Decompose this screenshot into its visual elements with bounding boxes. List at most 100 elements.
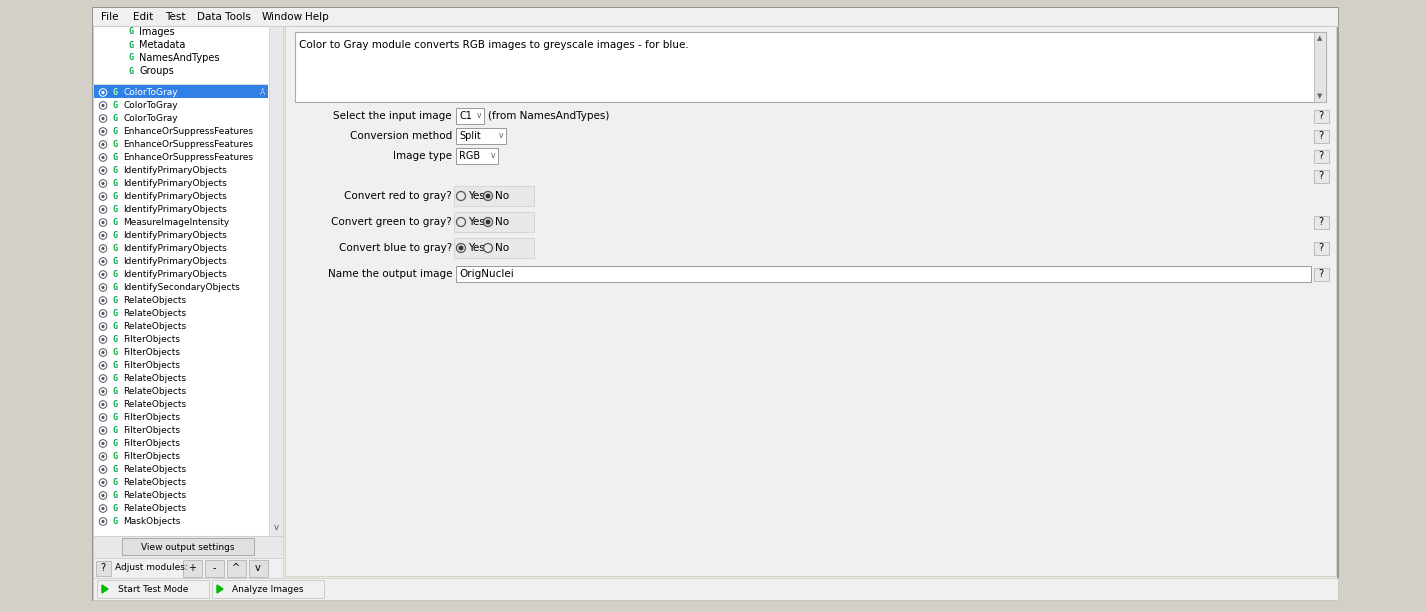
Circle shape [101,182,104,185]
Text: Edit: Edit [133,12,153,22]
Text: ▼: ▼ [1318,93,1323,99]
Bar [456,148,498,164]
Text: ?: ? [1319,217,1323,227]
Bar [93,578,1338,600]
Text: G: G [113,387,117,396]
Text: EnhanceOrSuppressFeatures: EnhanceOrSuppressFeatures [123,153,252,162]
Bar [93,536,282,558]
Circle shape [101,221,104,224]
Text: G: G [113,465,117,474]
Circle shape [101,260,104,263]
Text: No: No [495,191,509,201]
Text: Data Tools: Data Tools [197,12,251,22]
FancyBboxPatch shape [1313,267,1329,280]
Text: Images: Images [138,27,174,37]
FancyBboxPatch shape [123,538,254,555]
Text: G: G [113,348,117,357]
Circle shape [101,91,104,94]
Text: G: G [113,101,117,110]
Circle shape [101,338,104,341]
FancyBboxPatch shape [204,559,224,577]
Circle shape [101,351,104,354]
Circle shape [459,245,463,250]
Text: MaskObjects: MaskObjects [123,517,180,526]
Text: FilterObjects: FilterObjects [123,413,180,422]
Circle shape [101,325,104,328]
Text: IdentifyPrimaryObjects: IdentifyPrimaryObjects [123,205,227,214]
Text: ?: ? [1319,243,1323,253]
Text: FilterObjects: FilterObjects [123,452,180,461]
Text: ColorToGray: ColorToGray [123,88,178,97]
Text: ?: ? [1319,111,1323,121]
Circle shape [101,273,104,276]
Text: ?: ? [1319,171,1323,181]
Text: v: v [255,563,261,573]
Circle shape [101,481,104,484]
Text: IdentifyPrimaryObjects: IdentifyPrimaryObjects [123,257,227,266]
Text: G: G [113,205,117,214]
Text: RelateObjects: RelateObjects [123,400,187,409]
FancyBboxPatch shape [212,580,324,598]
Text: RGB: RGB [459,151,481,161]
Circle shape [101,208,104,211]
Text: Test: Test [165,12,185,22]
FancyBboxPatch shape [1313,110,1329,122]
Text: IdentifySecondaryObjects: IdentifySecondaryObjects [123,283,240,292]
FancyBboxPatch shape [97,580,210,598]
Text: G: G [113,296,117,305]
Circle shape [101,403,104,406]
Text: G: G [113,166,117,175]
Text: G: G [113,257,117,266]
Text: G: G [113,439,117,448]
Text: G: G [113,517,117,526]
Text: FilterObjects: FilterObjects [123,361,180,370]
Bar [93,558,282,578]
Text: G: G [113,179,117,188]
Text: G: G [113,426,117,435]
Text: IdentifyPrimaryObjects: IdentifyPrimaryObjects [123,179,227,188]
Text: G: G [113,478,117,487]
Circle shape [101,195,104,198]
Text: RelateObjects: RelateObjects [123,309,187,318]
Text: v: v [491,152,495,160]
Bar [93,26,282,536]
Bar [270,26,282,536]
Text: G: G [113,88,117,97]
Bar [456,108,483,124]
Text: ^: ^ [232,563,240,573]
Text: RelateObjects: RelateObjects [123,504,187,513]
Circle shape [101,416,104,419]
Text: A: A [260,88,265,97]
Text: -: - [212,563,215,573]
Bar [285,26,1336,576]
Text: RelateObjects: RelateObjects [123,387,187,396]
Bar [93,8,1338,26]
Text: RelateObjects: RelateObjects [123,374,187,383]
Text: G: G [113,114,117,123]
Text: IdentifyPrimaryObjects: IdentifyPrimaryObjects [123,166,227,175]
Text: G: G [128,28,134,37]
Text: ?: ? [1319,269,1323,279]
Bar [94,85,268,98]
Text: G: G [113,413,117,422]
Circle shape [101,156,104,159]
Text: Select the input image: Select the input image [334,111,452,121]
Text: G: G [113,452,117,461]
Text: G: G [128,53,134,62]
Text: No: No [495,243,509,253]
Circle shape [101,455,104,458]
Text: Analyze Images: Analyze Images [232,584,304,594]
Text: ▲: ▲ [1318,35,1323,41]
Polygon shape [217,585,222,593]
Text: G: G [113,127,117,136]
Circle shape [101,143,104,146]
Text: ?: ? [100,563,106,573]
Bar [456,128,506,144]
FancyBboxPatch shape [1313,170,1329,182]
Text: G: G [113,400,117,409]
Text: +: + [188,563,195,573]
Bar [93,8,1338,600]
FancyBboxPatch shape [183,559,201,577]
Circle shape [101,312,104,315]
Text: Adjust modules:: Adjust modules: [116,564,188,572]
